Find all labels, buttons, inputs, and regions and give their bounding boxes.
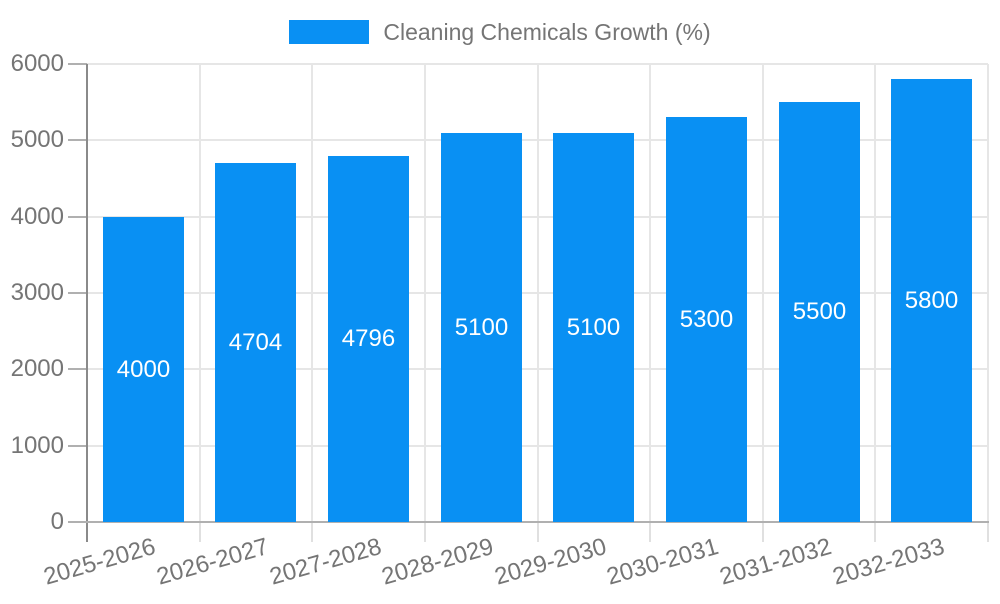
x-tick — [537, 522, 539, 542]
bar-value-label: 5300 — [679, 305, 734, 333]
legend-swatch — [289, 20, 370, 44]
legend-label: Cleaning Chemicals Growth (%) — [383, 18, 711, 45]
bar-value-label: 4000 — [116, 355, 171, 383]
v-gridline — [424, 64, 426, 522]
y-tick-label: 6000 — [10, 50, 64, 77]
v-gridline — [537, 64, 539, 522]
y-axis-line — [86, 64, 88, 542]
y-tick-label: 5000 — [10, 126, 64, 153]
x-tick — [987, 522, 989, 542]
bar[interactable]: 5100 — [441, 133, 522, 522]
bar[interactable]: 5500 — [779, 102, 860, 522]
bar[interactable]: 4704 — [215, 163, 296, 522]
y-tick-label: 4000 — [10, 203, 64, 230]
y-tick — [68, 63, 87, 65]
v-gridline — [987, 64, 989, 522]
x-tick — [424, 522, 426, 542]
y-tick-label: 2000 — [10, 355, 64, 382]
bar-value-label: 5100 — [454, 313, 509, 341]
x-tick — [874, 522, 876, 542]
y-tick — [68, 521, 87, 523]
v-gridline — [311, 64, 313, 522]
bar-value-label: 5500 — [792, 298, 847, 325]
v-gridline — [874, 64, 876, 522]
x-tick — [762, 522, 764, 542]
y-tick — [68, 368, 87, 370]
y-tick — [68, 445, 87, 447]
legend[interactable]: Cleaning Chemicals Growth (%) — [0, 17, 1000, 47]
bar[interactable]: 4000 — [103, 217, 184, 522]
x-tick — [199, 522, 201, 542]
v-gridline — [649, 64, 651, 522]
y-tick — [68, 216, 87, 218]
bar-value-label: 5800 — [904, 286, 959, 314]
bar[interactable]: 5300 — [666, 117, 747, 522]
y-tick — [68, 292, 87, 294]
bar[interactable]: 5800 — [891, 79, 972, 522]
y-tick-label: 0 — [50, 508, 64, 535]
bar-value-label: 4796 — [341, 325, 396, 352]
y-tick-label: 3000 — [10, 279, 64, 306]
y-tick-label: 1000 — [10, 432, 64, 459]
x-axis-line — [86, 521, 989, 523]
x-tick — [311, 522, 313, 542]
bar[interactable]: 4796 — [328, 156, 409, 522]
x-tick — [649, 522, 651, 542]
v-gridline — [199, 64, 201, 522]
y-tick — [68, 139, 87, 141]
bar-value-label: 5100 — [566, 313, 621, 341]
bar[interactable]: 5100 — [553, 133, 634, 522]
v-gridline — [762, 64, 764, 522]
bar-value-label: 4704 — [228, 328, 283, 356]
